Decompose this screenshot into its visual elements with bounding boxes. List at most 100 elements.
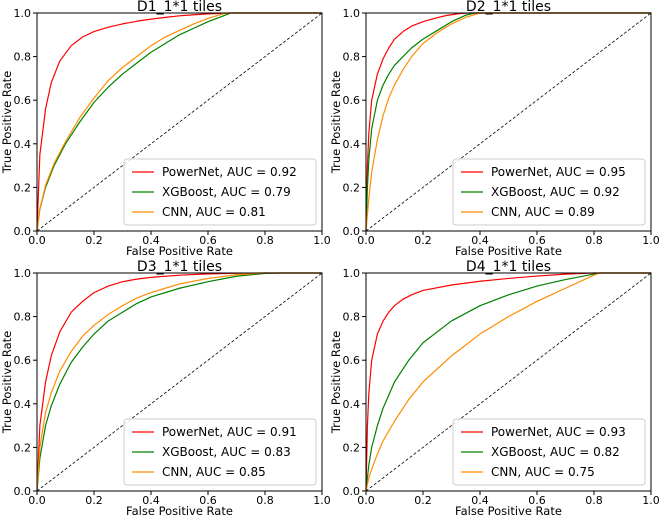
legend-box (123, 158, 317, 226)
legend-entry-label: XGBoost, AUC = 0.82 (491, 445, 620, 459)
y-tick-label: 0.2 (343, 181, 361, 194)
y-axis-label: True Positive Rate (0, 331, 14, 434)
plot-frame (36, 12, 323, 232)
chart-title: D3_1*1 tiles (137, 259, 222, 275)
roc-curve-series-0 (36, 12, 322, 232)
y-tick-label: 0.6 (343, 94, 361, 107)
plot-frame (36, 272, 323, 492)
y-tick-label: 0.8 (14, 311, 32, 324)
y-tick-label: 0.0 (343, 485, 361, 498)
roc-curve-series-0 (36, 272, 322, 492)
legend-entry-label: CNN, AUC = 0.81 (162, 205, 266, 219)
x-tick-label: 0.6 (528, 234, 546, 247)
x-tick-label: 0.4 (471, 494, 489, 507)
x-tick-label: 0.0 (357, 234, 375, 247)
x-tick-label: 0.4 (142, 234, 160, 247)
y-tick-label: 0.4 (343, 398, 361, 411)
x-tick-label: 1.0 (642, 494, 660, 507)
x-tick-label: 0.8 (585, 494, 603, 507)
x-tick-label: 0.2 (414, 234, 432, 247)
plot-frame (365, 272, 652, 492)
roc-curve-series-0 (365, 12, 651, 232)
x-tick-label: 0.4 (142, 494, 160, 507)
x-tick-label: 0.6 (199, 234, 217, 247)
x-tick-label: 1.0 (313, 234, 331, 247)
x-axis-label: False Positive Rate (126, 504, 233, 517)
y-tick-label: 0.0 (14, 225, 32, 238)
y-tick-label: 0.6 (343, 354, 361, 367)
x-tick-label: 0.4 (471, 234, 489, 247)
legend-entry-label: PowerNet, AUC = 0.95 (491, 165, 626, 179)
y-tick-label: 1.0 (14, 267, 32, 280)
x-tick-label: 1.0 (642, 234, 660, 247)
roc-curve-series-0 (365, 272, 651, 492)
chart-title: D4_1*1 tiles (466, 259, 551, 275)
y-tick-label: 1.0 (14, 7, 32, 20)
roc-curve-series-2 (365, 12, 651, 232)
x-tick-label: 0.8 (585, 234, 603, 247)
legend-box (452, 158, 646, 226)
y-tick-label: 0.4 (14, 398, 32, 411)
roc-panel-d1: D1_1*1 tiles 0.0 0.2 0.4 0.6 0.8 1.0 0.0 0.2 0.4 0… (0, 0, 331, 258)
legend-entry-label: PowerNet, AUC = 0.91 (162, 425, 297, 439)
roc-curve-series-1 (365, 272, 651, 492)
legend-entry-label: XGBoost, AUC = 0.79 (162, 185, 291, 199)
legend-box (452, 418, 646, 486)
y-tick-label: 0.4 (14, 138, 32, 151)
legend: PowerNet, AUC = 0.95 XGBoost, AUC = 0.92 C… (452, 158, 646, 226)
y-tick-label: 0.6 (14, 354, 32, 367)
x-tick-label: 0.8 (256, 494, 274, 507)
x-tick-label: 0.0 (28, 234, 46, 247)
legend: PowerNet, AUC = 0.91 XGBoost, AUC = 0.83 C… (123, 418, 317, 486)
y-tick-label: 0.2 (14, 441, 32, 454)
y-tick-label: 0.2 (343, 441, 361, 454)
x-tick-label: 0.2 (85, 494, 103, 507)
roc-panel-d3: D3_1*1 tiles 0.0 0.2 0.4 0.6 0.8 1.0 0.0 0.2 0.4 0… (0, 259, 331, 517)
y-tick-label: 0.2 (14, 181, 32, 194)
x-tick-label: 0.0 (357, 494, 375, 507)
y-tick-label: 0.0 (14, 485, 32, 498)
x-tick-label: 0.0 (28, 494, 46, 507)
y-axis-label: True Positive Rate (329, 331, 343, 434)
y-tick-label: 0.8 (14, 51, 32, 64)
y-tick-label: 0.8 (343, 311, 361, 324)
y-tick-label: 0.4 (343, 138, 361, 151)
x-tick-label: 0.6 (528, 494, 546, 507)
y-tick-label: 1.0 (343, 7, 361, 20)
x-tick-label: 0.2 (85, 234, 103, 247)
chart-title: D1_1*1 tiles (137, 0, 222, 15)
roc-curve-series-1 (36, 12, 322, 232)
roc-panel-d2: D2_1*1 tiles 0.0 0.2 0.4 0.6 0.8 1.0 0.0 0.2 0.4 0… (329, 0, 660, 258)
x-axis-label: False Positive Rate (126, 244, 233, 258)
x-tick-label: 1.0 (313, 494, 331, 507)
roc-curve-series-2 (36, 12, 322, 232)
y-tick-label: 0.8 (343, 51, 361, 64)
x-axis-label: False Positive Rate (455, 504, 562, 517)
y-tick-label: 0.0 (343, 225, 361, 238)
roc-curve-series-2 (365, 272, 651, 492)
roc-curve-series-1 (36, 272, 322, 492)
x-tick-label: 0.2 (414, 494, 432, 507)
y-axis-label: True Positive Rate (0, 71, 14, 174)
roc-panel-d4: D4_1*1 tiles 0.0 0.2 0.4 0.6 0.8 1.0 0.0 0.2 0.4 0… (329, 259, 660, 517)
legend-entry-label: CNN, AUC = 0.85 (162, 465, 266, 479)
legend-box (123, 418, 317, 486)
legend-entry-label: XGBoost, AUC = 0.83 (162, 445, 291, 459)
legend-entry-label: PowerNet, AUC = 0.92 (162, 165, 297, 179)
y-tick-label: 1.0 (343, 267, 361, 280)
chart-title: D2_1*1 tiles (466, 0, 551, 15)
y-tick-label: 0.6 (14, 94, 32, 107)
roc-curve-series-2 (36, 272, 322, 492)
plot-frame (365, 12, 652, 232)
y-axis-label: True Positive Rate (329, 71, 343, 174)
roc-curve-series-1 (365, 12, 651, 232)
legend-entry-label: PowerNet, AUC = 0.93 (491, 425, 626, 439)
legend-entry-label: XGBoost, AUC = 0.92 (491, 185, 620, 199)
x-axis-label: False Positive Rate (455, 244, 562, 258)
x-tick-label: 0.6 (199, 494, 217, 507)
legend: PowerNet, AUC = 0.93 XGBoost, AUC = 0.82 C… (452, 418, 646, 486)
legend-entry-label: CNN, AUC = 0.89 (491, 205, 595, 219)
legend: PowerNet, AUC = 0.92 XGBoost, AUC = 0.79 C… (123, 158, 317, 226)
x-tick-label: 0.8 (256, 234, 274, 247)
